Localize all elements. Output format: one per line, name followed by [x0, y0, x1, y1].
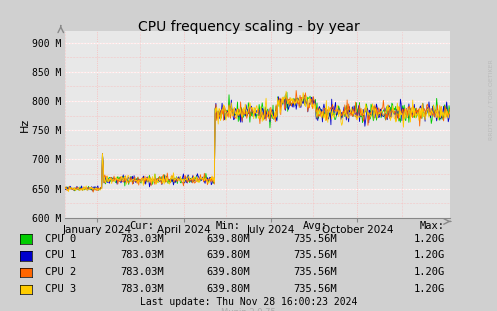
- Text: 735.56M: 735.56M: [294, 250, 337, 260]
- Text: 639.80M: 639.80M: [207, 267, 250, 277]
- Text: Last update: Thu Nov 28 16:00:23 2024: Last update: Thu Nov 28 16:00:23 2024: [140, 297, 357, 307]
- Text: 1.20G: 1.20G: [414, 267, 445, 277]
- Text: 735.56M: 735.56M: [294, 234, 337, 244]
- Text: 639.80M: 639.80M: [207, 250, 250, 260]
- Text: 735.56M: 735.56M: [294, 267, 337, 277]
- Text: CPU 2: CPU 2: [45, 267, 76, 277]
- Text: Munin 2.0.75: Munin 2.0.75: [221, 308, 276, 311]
- Text: 783.03M: 783.03M: [120, 267, 164, 277]
- Text: 1.20G: 1.20G: [414, 250, 445, 260]
- Text: Min:: Min:: [216, 220, 241, 230]
- Text: 783.03M: 783.03M: [120, 250, 164, 260]
- Text: 1.20G: 1.20G: [414, 234, 445, 244]
- Text: CPU 0: CPU 0: [45, 234, 76, 244]
- Y-axis label: Hz: Hz: [20, 117, 30, 132]
- Text: 783.03M: 783.03M: [120, 284, 164, 294]
- Text: 639.80M: 639.80M: [207, 284, 250, 294]
- Text: CPU 3: CPU 3: [45, 284, 76, 294]
- Text: Cur:: Cur:: [129, 220, 154, 230]
- Text: 735.56M: 735.56M: [294, 284, 337, 294]
- Text: 1.20G: 1.20G: [414, 284, 445, 294]
- Text: RRDTOOL / TOBI OETIKER: RRDTOOL / TOBI OETIKER: [488, 59, 493, 140]
- Text: Avg:: Avg:: [303, 220, 328, 230]
- Text: Max:: Max:: [420, 220, 445, 230]
- Text: 639.80M: 639.80M: [207, 234, 250, 244]
- Text: CPU frequency scaling - by year: CPU frequency scaling - by year: [138, 20, 359, 34]
- Text: 783.03M: 783.03M: [120, 234, 164, 244]
- Text: CPU 1: CPU 1: [45, 250, 76, 260]
